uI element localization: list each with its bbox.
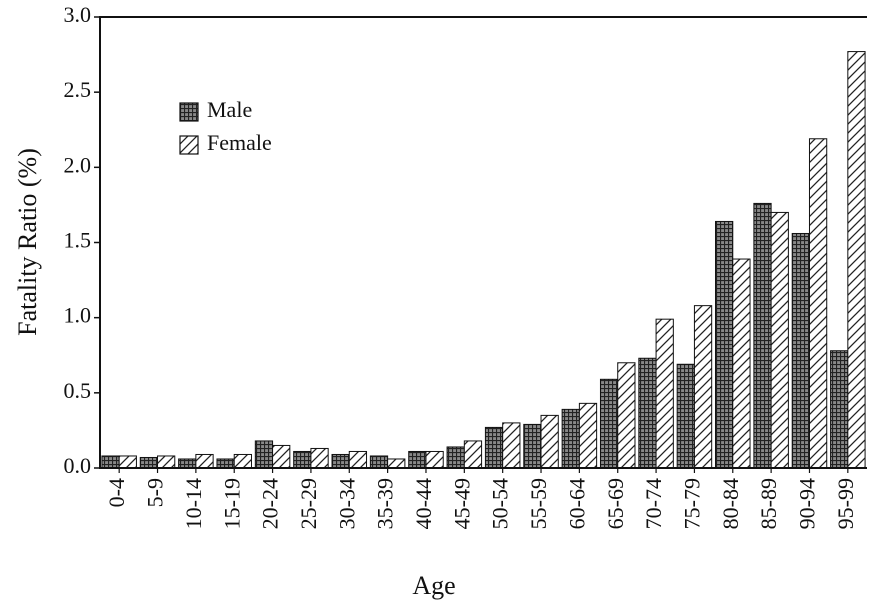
bar <box>638 357 657 469</box>
bar <box>178 458 197 469</box>
bar <box>272 444 291 469</box>
x-axis-label: Age <box>412 571 455 600</box>
x-tick-label: 15-19 <box>219 478 244 529</box>
bar <box>561 408 580 469</box>
bar <box>808 138 828 469</box>
bar <box>791 232 810 469</box>
y-axis-label: Fatality Ratio (%) <box>13 148 42 336</box>
bar <box>693 305 713 469</box>
x-tick-label: 50-54 <box>488 478 513 529</box>
x-tick-label: 40-44 <box>411 478 436 529</box>
bar <box>157 455 176 469</box>
x-tick-label: 65-69 <box>603 478 628 529</box>
bar <box>216 458 235 469</box>
x-tick-label: 25-29 <box>296 478 321 529</box>
x-tick-label: 95-99 <box>833 478 858 529</box>
bar <box>753 202 772 469</box>
bar <box>293 450 312 469</box>
bar <box>310 447 329 469</box>
bar <box>847 51 866 469</box>
bar <box>254 440 274 469</box>
bar <box>387 458 406 469</box>
x-tick-label: 55-59 <box>526 478 551 529</box>
bar <box>233 453 252 469</box>
bar <box>578 402 598 469</box>
y-tick-label: 0.5 <box>64 378 92 403</box>
legend-label: Male <box>207 97 252 122</box>
bar <box>617 362 636 469</box>
x-tick-label: 5-9 <box>143 478 168 507</box>
x-tick-label: 70-74 <box>641 478 666 529</box>
x-tick-label: 45-49 <box>449 478 474 529</box>
bar <box>770 211 789 469</box>
bar <box>502 422 521 469</box>
y-tick-label: 2.0 <box>64 152 92 177</box>
bar <box>101 455 120 469</box>
bar <box>715 220 734 469</box>
bar <box>463 440 483 469</box>
x-tick-label: 20-24 <box>258 478 283 529</box>
axis-frame <box>99 16 867 469</box>
y-tick-label: 2.5 <box>64 77 92 102</box>
x-tick-label: 60-64 <box>564 478 589 529</box>
bar <box>732 258 751 469</box>
bar <box>446 446 465 469</box>
bar <box>599 378 619 469</box>
x-tick-label: 10-14 <box>181 478 206 529</box>
bar <box>331 453 350 469</box>
x-tick-label: 85-89 <box>756 478 781 529</box>
bar <box>408 450 427 469</box>
bar <box>369 455 389 469</box>
bar <box>523 423 542 469</box>
x-tick-label: 30-34 <box>334 478 359 529</box>
x-tick-label: 0-4 <box>104 478 129 507</box>
bar <box>195 453 214 469</box>
y-tick-label: 0.0 <box>64 453 92 478</box>
y-tick-label: 1.5 <box>64 228 92 253</box>
x-tick-label: 90-94 <box>795 478 820 529</box>
bar <box>348 450 368 469</box>
bar <box>484 426 504 469</box>
bar <box>118 455 137 469</box>
x-tick-label: 75-79 <box>679 478 704 529</box>
legend-swatch <box>179 102 199 122</box>
bar <box>139 456 159 469</box>
bar <box>676 363 695 469</box>
legend-swatch <box>179 135 199 155</box>
legend-label: Female <box>207 130 272 155</box>
y-tick-label: 3.0 <box>64 2 92 27</box>
bar <box>540 414 559 469</box>
bar <box>425 450 444 469</box>
bar <box>830 350 849 469</box>
x-tick-label: 80-84 <box>718 478 743 529</box>
y-tick-label: 1.0 <box>64 303 92 328</box>
x-tick-label: 35-39 <box>373 478 398 529</box>
bar <box>655 318 674 469</box>
